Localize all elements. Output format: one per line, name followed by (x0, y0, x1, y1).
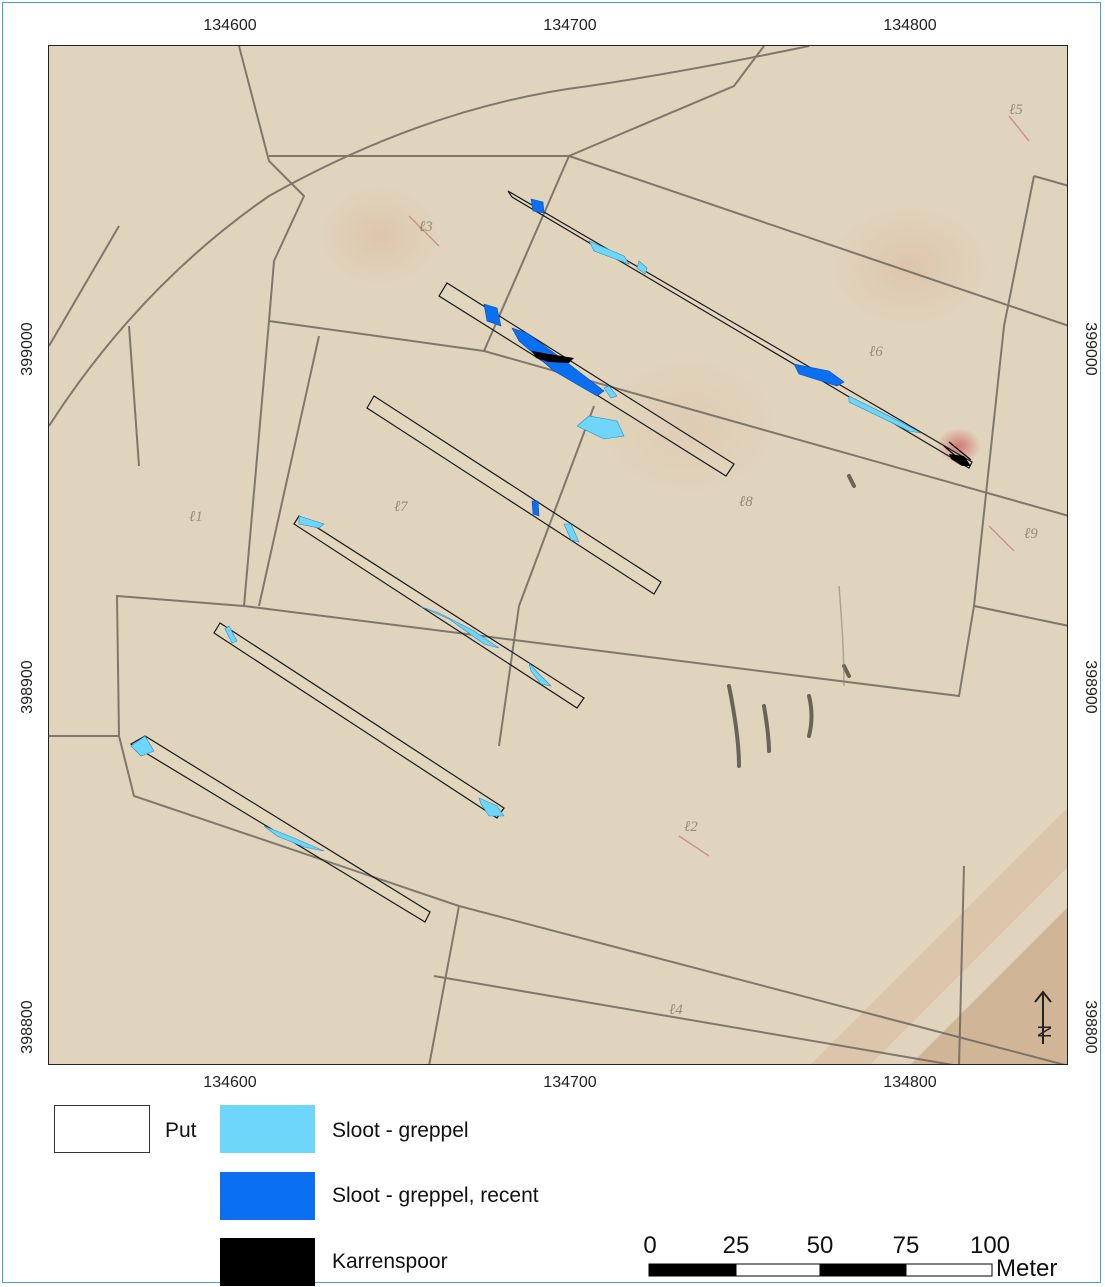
trench-3 (366, 395, 662, 595)
svg-text:ℓ6: ℓ6 (869, 344, 883, 360)
scale-value: 25 (722, 1232, 750, 1259)
y-tick-left: 399000 (19, 322, 36, 376)
legend-label-karrenspoor: Karrenspoor (332, 1250, 448, 1273)
x-tick-bottom: 134700 (543, 1074, 597, 1091)
scale-value: 50 (806, 1232, 834, 1259)
svg-text:ℓ8: ℓ8 (739, 494, 753, 510)
trench-5 (213, 622, 505, 819)
y-tick-left: 398800 (19, 1000, 36, 1054)
scale-bar-segments (648, 1263, 993, 1277)
parcel-lines (49, 46, 1067, 1064)
svg-text:N: N (1035, 1025, 1055, 1038)
svg-text:ℓ7: ℓ7 (394, 499, 409, 515)
scale-value: 75 (892, 1232, 920, 1259)
scale-value: 100 (969, 1232, 1011, 1259)
legend-swatch-karrenspoor (220, 1238, 315, 1286)
map-canvas[interactable]: ℓ3 ℓ1 ℓ7 ℓ8 ℓ6 ℓ5 ℓ2 ℓ4 ℓ9 (48, 45, 1068, 1065)
legend-swatch-sloot-greppel-recent (220, 1172, 315, 1220)
legend-swatch-put (54, 1105, 150, 1153)
y-tick-right: 398800 (1082, 1000, 1099, 1054)
svg-text:ℓ2: ℓ2 (684, 819, 698, 835)
svg-text:ℓ4: ℓ4 (669, 1002, 683, 1018)
legend-swatch-sloot-greppel (220, 1105, 315, 1153)
x-tick-top: 134600 (203, 17, 257, 34)
svg-text:ℓ9: ℓ9 (1024, 526, 1038, 542)
trench-4 (293, 515, 585, 709)
ditch-features (130, 240, 922, 852)
legend-label-put: Put (165, 1119, 197, 1142)
historic-map-background: ℓ3 ℓ1 ℓ7 ℓ8 ℓ6 ℓ5 ℓ2 ℓ4 ℓ9 (49, 46, 1067, 1064)
legend-label-sloot-greppel-recent: Sloot - greppel, recent (332, 1184, 539, 1207)
scale-value: 0 (643, 1232, 657, 1259)
trench-6 (129, 735, 431, 923)
svg-text:ℓ5: ℓ5 (1009, 102, 1023, 118)
x-tick-top: 134700 (543, 17, 597, 34)
north-arrow-icon: N (1034, 990, 1055, 1044)
x-tick-bottom: 134800 (883, 1074, 937, 1091)
y-tick-left: 398900 (19, 660, 36, 714)
y-tick-right: 399000 (1082, 322, 1099, 376)
x-tick-bottom: 134600 (203, 1074, 257, 1091)
legend-label-sloot-greppel: Sloot - greppel (332, 1119, 469, 1142)
svg-text:ℓ1: ℓ1 (189, 509, 203, 525)
x-tick-top: 134800 (883, 17, 937, 34)
svg-text:ℓ3: ℓ3 (419, 219, 433, 235)
y-tick-right: 398900 (1082, 660, 1099, 714)
scale-unit: Meter (996, 1255, 1058, 1282)
